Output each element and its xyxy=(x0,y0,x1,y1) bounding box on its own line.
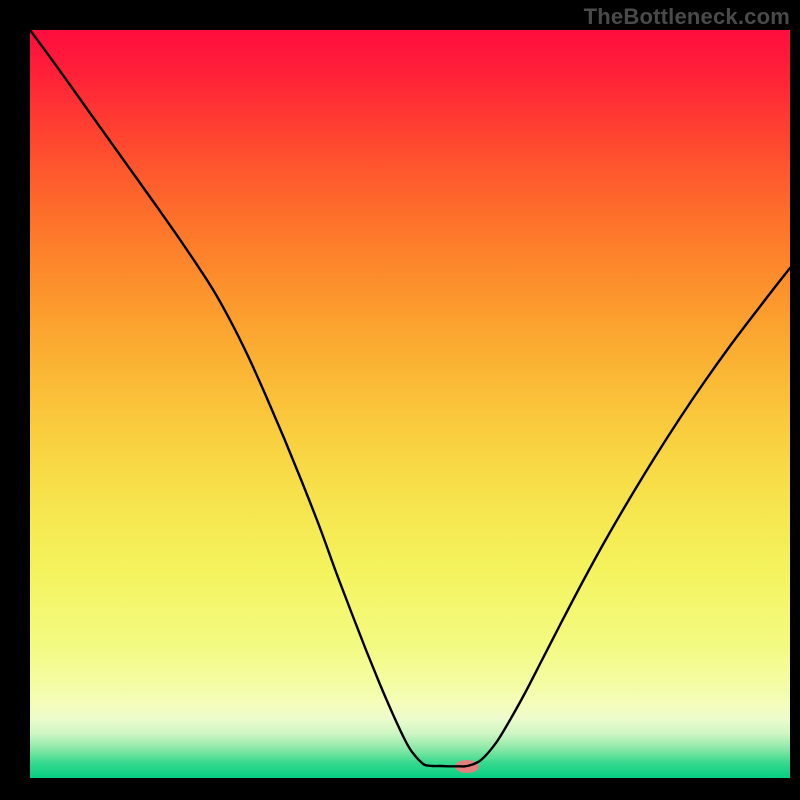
watermark-text: TheBottleneck.com xyxy=(584,4,790,30)
bottleneck-curve-chart xyxy=(0,0,800,800)
gradient-background xyxy=(30,30,790,778)
chart-container: TheBottleneck.com xyxy=(0,0,800,800)
frame-left xyxy=(0,0,30,800)
frame-bottom xyxy=(0,778,800,800)
frame-right xyxy=(790,0,800,800)
